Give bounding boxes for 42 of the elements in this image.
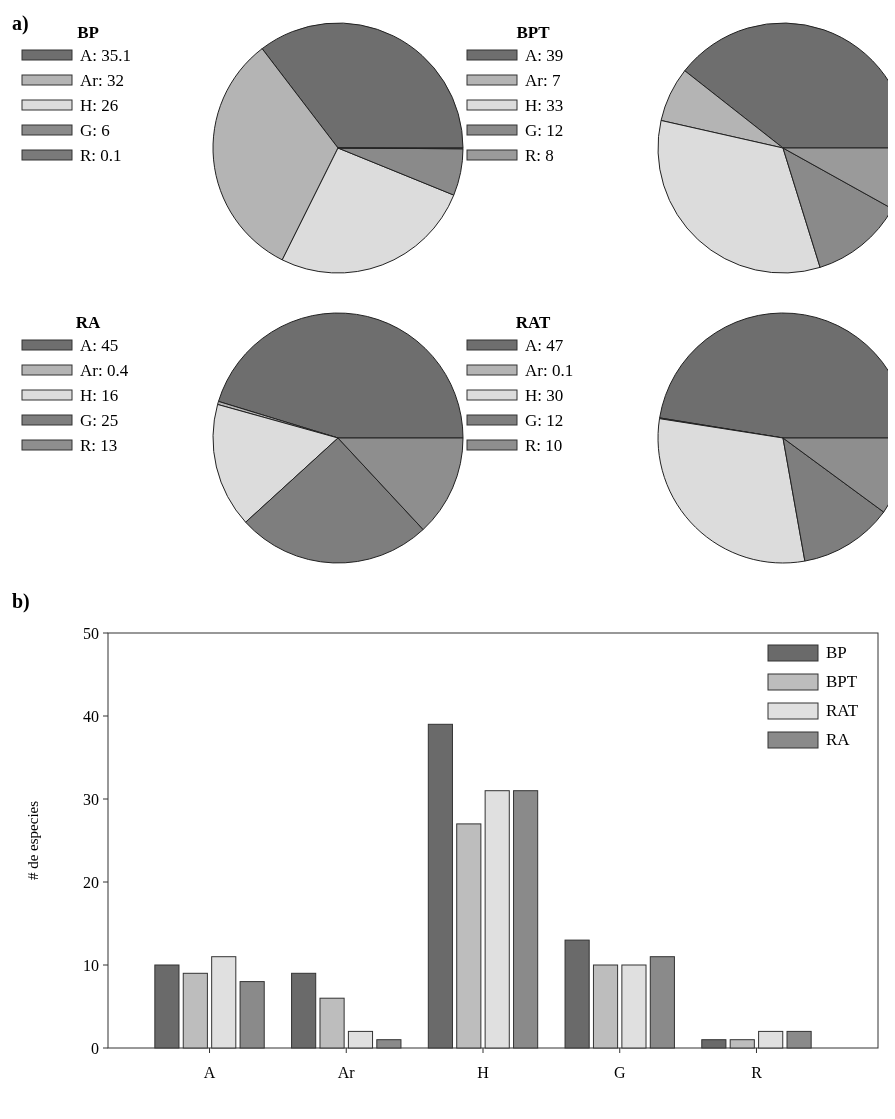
legend-label: G: 12 — [525, 411, 564, 430]
legend-label: H: 16 — [80, 386, 119, 405]
legend-label: R: 8 — [525, 146, 554, 165]
legend-label: G: 25 — [80, 411, 119, 430]
chart-title: RAT — [515, 313, 551, 332]
legend-label: Ar: 0.4 — [80, 361, 129, 380]
legend-label: R: 13 — [80, 436, 118, 455]
legend-label: R: 0.1 — [80, 146, 122, 165]
legend-label: Ar: 0.1 — [525, 361, 574, 380]
x-tick-label: Ar — [337, 1064, 356, 1081]
y-tick-label: 0 — [91, 1039, 99, 1057]
legend-label: H: 26 — [80, 96, 119, 115]
chart-title: BPT — [516, 23, 551, 42]
legend-label: A: 39 — [525, 46, 564, 65]
legend-label: G: 6 — [80, 121, 110, 140]
legend-label: BP — [826, 643, 847, 662]
y-tick-label: 20 — [83, 873, 99, 891]
x-tick-label: G — [613, 1064, 626, 1081]
chart-title: RA — [75, 313, 101, 332]
legend-label: RAT — [826, 701, 859, 720]
x-tick-label: R — [751, 1064, 763, 1081]
legend-label: Ar: 7 — [525, 71, 561, 90]
text: b) — [12, 590, 30, 613]
legend-label: BPT — [826, 672, 858, 691]
legend-label: A: 47 — [525, 336, 564, 355]
y-tick-label: 50 — [83, 624, 99, 642]
legend-label: R: 10 — [525, 436, 563, 455]
text: a) — [12, 12, 29, 35]
chart-title: BP — [77, 23, 99, 42]
legend-label: A: 45 — [80, 336, 119, 355]
legend-label: Ar: 32 — [80, 71, 124, 90]
x-tick-label: A — [203, 1064, 216, 1081]
y-tick-label: 10 — [83, 956, 99, 974]
y-tick-label: 40 — [83, 707, 99, 725]
y-axis-title: # de especies — [25, 800, 41, 881]
y-tick-label: 30 — [83, 790, 99, 808]
legend-label: RA — [826, 730, 851, 749]
x-tick-label: H — [477, 1064, 490, 1081]
legend-label: G: 12 — [525, 121, 564, 140]
legend-label: A: 35.1 — [80, 46, 131, 65]
legend-label: H: 33 — [525, 96, 564, 115]
legend-label: H: 30 — [525, 386, 564, 405]
